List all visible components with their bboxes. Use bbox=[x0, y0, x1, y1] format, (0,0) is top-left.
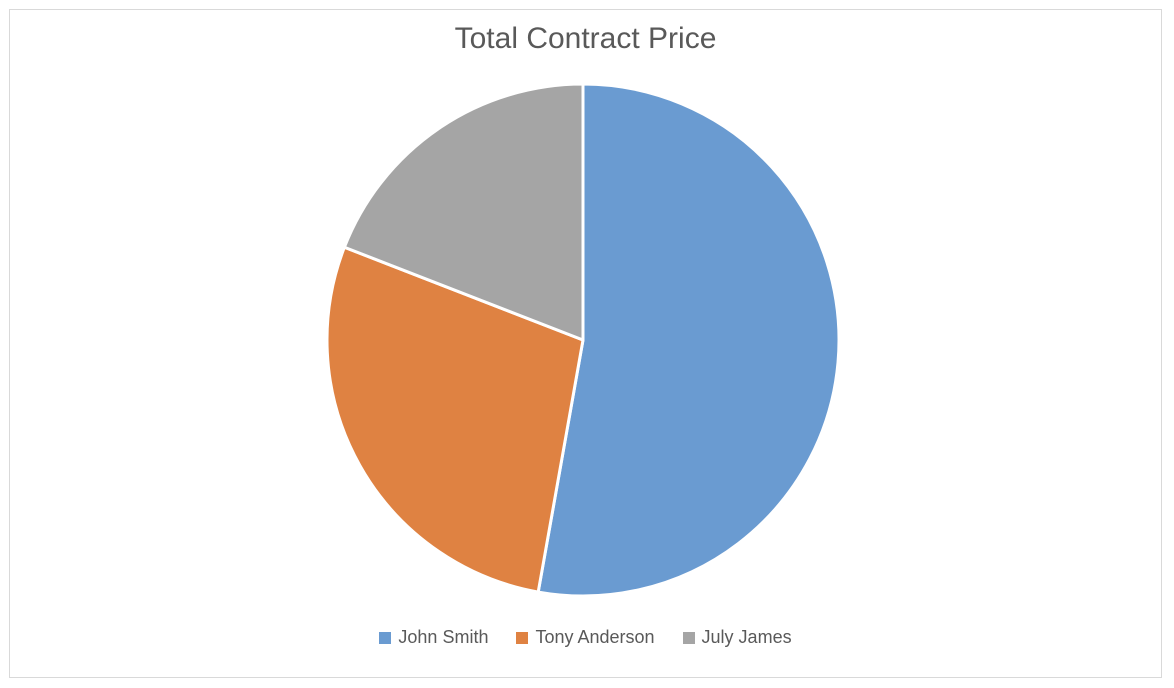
legend-item-john-smith: John Smith bbox=[379, 627, 488, 648]
chart-title: Total Contract Price bbox=[454, 22, 717, 55]
legend-swatch bbox=[379, 631, 392, 644]
legend-swatch bbox=[516, 631, 529, 644]
legend-label: John Smith bbox=[398, 627, 489, 647]
legend-item-tony-anderson: Tony Anderson bbox=[516, 627, 655, 648]
legend-swatch bbox=[682, 631, 695, 644]
pie-slices bbox=[325, 82, 841, 598]
legend-label: Tony Anderson bbox=[535, 627, 655, 647]
pie-slice-july-james bbox=[342, 82, 585, 342]
legend-item-july-james: July James bbox=[682, 627, 792, 648]
legend-label: July James bbox=[701, 627, 792, 647]
chart-area: Total Contract Price John Smith Tony And… bbox=[9, 9, 1162, 678]
pie-plot bbox=[325, 82, 841, 598]
pie-slice-john-smith bbox=[536, 82, 841, 598]
legend: John Smith Tony Anderson July James bbox=[10, 627, 1161, 648]
pie-slice-tony-anderson bbox=[325, 245, 585, 594]
